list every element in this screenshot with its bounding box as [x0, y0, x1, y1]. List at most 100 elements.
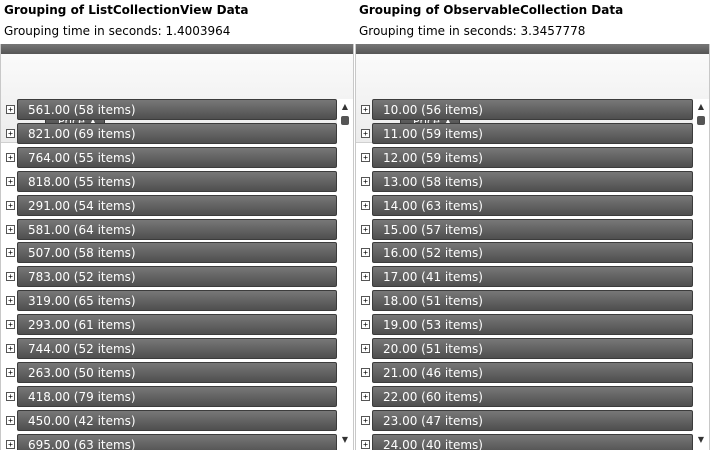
group-row: +17.00 (41 items): [356, 266, 693, 288]
group-header[interactable]: 19.00 (53 items): [372, 314, 693, 335]
expand-plus-icon[interactable]: +: [361, 320, 370, 329]
group-row: +16.00 (52 items): [356, 242, 693, 264]
group-header[interactable]: 744.00 (52 items): [17, 338, 337, 359]
group-header[interactable]: 11.00 (59 items): [372, 123, 693, 144]
expand-plus-icon[interactable]: +: [361, 248, 370, 257]
group-header[interactable]: 291.00 (54 items): [17, 195, 337, 216]
expand-plus-icon[interactable]: +: [6, 440, 15, 449]
group-row: +24.00 (40 items): [356, 434, 693, 450]
group-row: +15.00 (57 items): [356, 219, 693, 241]
group-row: +23.00 (47 items): [356, 410, 693, 432]
group-header[interactable]: 821.00 (69 items): [17, 123, 337, 144]
expand-plus-icon[interactable]: +: [361, 392, 370, 401]
group-row: +783.00 (52 items): [1, 266, 337, 288]
group-header[interactable]: 319.00 (65 items): [17, 290, 337, 311]
expand-plus-icon[interactable]: +: [361, 201, 370, 210]
scrollbar-thumb[interactable]: [697, 116, 705, 125]
group-row: +11.00 (59 items): [356, 123, 693, 145]
expand-plus-icon[interactable]: +: [361, 344, 370, 353]
data-grid: Price ▲ +10.00 (56 items) +11.00 (59 item…: [355, 44, 710, 450]
group-header[interactable]: 14.00 (63 items): [372, 195, 693, 216]
grouping-time-label: Grouping time in seconds: 1.4003964: [4, 24, 230, 38]
expand-plus-icon[interactable]: +: [361, 177, 370, 186]
observablecollection-panel: Grouping of ObservableCollection Data Gr…: [355, 0, 710, 450]
expand-plus-icon[interactable]: +: [6, 153, 15, 162]
group-header[interactable]: 695.00 (63 items): [17, 434, 337, 450]
group-header[interactable]: 581.00 (64 items): [17, 219, 337, 240]
group-header[interactable]: 15.00 (57 items): [372, 219, 693, 240]
panel-title: Grouping of ListCollectionView Data: [4, 3, 249, 17]
group-row: +744.00 (52 items): [1, 338, 337, 360]
group-header[interactable]: 17.00 (41 items): [372, 266, 693, 287]
scroll-up-arrow-icon[interactable]: ▲: [337, 101, 353, 113]
expand-plus-icon[interactable]: +: [6, 392, 15, 401]
expand-plus-icon[interactable]: +: [6, 416, 15, 425]
group-row: +263.00 (50 items): [1, 362, 337, 384]
group-header[interactable]: 507.00 (58 items): [17, 242, 337, 263]
scroll-down-arrow-icon[interactable]: ▼: [693, 434, 709, 446]
group-header[interactable]: 783.00 (52 items): [17, 266, 337, 287]
group-header[interactable]: 561.00 (58 items): [17, 99, 337, 120]
group-header[interactable]: 818.00 (55 items): [17, 171, 337, 192]
group-row: +291.00 (54 items): [1, 195, 337, 217]
expand-plus-icon[interactable]: +: [6, 225, 15, 234]
expand-plus-icon[interactable]: +: [361, 105, 370, 114]
group-header[interactable]: 23.00 (47 items): [372, 410, 693, 431]
group-rows: +10.00 (56 items) +11.00 (59 items) +12.00…: [356, 99, 693, 450]
group-row: +14.00 (63 items): [356, 195, 693, 217]
group-row: +561.00 (58 items): [1, 99, 337, 121]
expand-plus-icon[interactable]: +: [361, 368, 370, 377]
listcollectionview-panel: Grouping of ListCollectionView Data Grou…: [0, 0, 354, 450]
group-header[interactable]: 21.00 (46 items): [372, 362, 693, 383]
group-row: +818.00 (55 items): [1, 171, 337, 193]
expand-plus-icon[interactable]: +: [6, 320, 15, 329]
expand-plus-icon[interactable]: +: [6, 129, 15, 138]
group-header[interactable]: 16.00 (52 items): [372, 242, 693, 263]
expand-plus-icon[interactable]: +: [361, 225, 370, 234]
group-row: +19.00 (53 items): [356, 314, 693, 336]
expand-plus-icon[interactable]: +: [6, 272, 15, 281]
group-row: +293.00 (61 items): [1, 314, 337, 336]
group-header[interactable]: 13.00 (58 items): [372, 171, 693, 192]
grid-top-bar: [1, 44, 353, 54]
group-header[interactable]: 450.00 (42 items): [17, 410, 337, 431]
group-header[interactable]: 10.00 (56 items): [372, 99, 693, 120]
group-rows: +561.00 (58 items) +821.00 (69 items) +764…: [1, 99, 337, 450]
group-header[interactable]: 24.00 (40 items): [372, 434, 693, 450]
vertical-scrollbar[interactable]: ▲ ▼: [337, 99, 353, 450]
group-row: +319.00 (65 items): [1, 290, 337, 312]
group-header[interactable]: 764.00 (55 items): [17, 147, 337, 168]
expand-plus-icon[interactable]: +: [6, 248, 15, 257]
expand-plus-icon[interactable]: +: [6, 105, 15, 114]
expand-plus-icon[interactable]: +: [361, 129, 370, 138]
expand-plus-icon[interactable]: +: [361, 296, 370, 305]
expand-plus-icon[interactable]: +: [361, 272, 370, 281]
expand-plus-icon[interactable]: +: [6, 201, 15, 210]
expand-plus-icon[interactable]: +: [361, 416, 370, 425]
expand-plus-icon[interactable]: +: [6, 177, 15, 186]
vertical-scrollbar[interactable]: ▲ ▼: [693, 99, 709, 450]
scrollbar-thumb[interactable]: [341, 116, 349, 125]
group-row: +418.00 (79 items): [1, 386, 337, 408]
group-header[interactable]: 418.00 (79 items): [17, 386, 337, 407]
group-row: +18.00 (51 items): [356, 290, 693, 312]
group-row: +10.00 (56 items): [356, 99, 693, 121]
group-header[interactable]: 293.00 (61 items): [17, 314, 337, 335]
expand-plus-icon[interactable]: +: [6, 368, 15, 377]
expand-plus-icon[interactable]: +: [6, 296, 15, 305]
group-header[interactable]: 263.00 (50 items): [17, 362, 337, 383]
grouping-time-label: Grouping time in seconds: 3.3457778: [359, 24, 585, 38]
group-header[interactable]: 20.00 (51 items): [372, 338, 693, 359]
group-header[interactable]: 18.00 (51 items): [372, 290, 693, 311]
group-row: +20.00 (51 items): [356, 338, 693, 360]
group-row: +22.00 (60 items): [356, 386, 693, 408]
group-row: +450.00 (42 items): [1, 410, 337, 432]
group-header[interactable]: 22.00 (60 items): [372, 386, 693, 407]
scroll-down-arrow-icon[interactable]: ▼: [337, 434, 353, 446]
group-row: +21.00 (46 items): [356, 362, 693, 384]
expand-plus-icon[interactable]: +: [361, 153, 370, 162]
group-header[interactable]: 12.00 (59 items): [372, 147, 693, 168]
expand-plus-icon[interactable]: +: [361, 440, 370, 449]
scroll-up-arrow-icon[interactable]: ▲: [693, 101, 709, 113]
expand-plus-icon[interactable]: +: [6, 344, 15, 353]
